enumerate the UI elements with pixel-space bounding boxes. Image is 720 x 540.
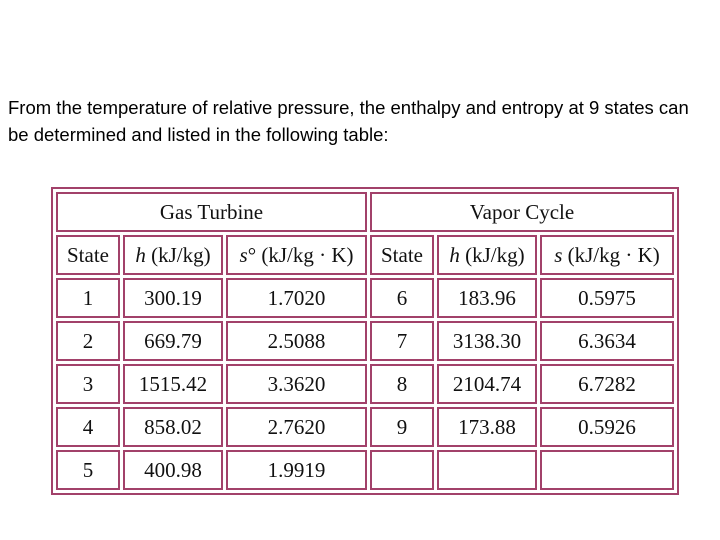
data-row: 4 858.02 2.7620 9 173.88 0.5926 [56, 407, 674, 447]
column-unit: (kJ/kg · K) [562, 242, 660, 267]
cell: 1.7020 [226, 278, 367, 318]
cell: 2104.74 [437, 364, 537, 404]
cell: 1.9919 [226, 450, 367, 490]
group-header: Gas Turbine [56, 192, 367, 232]
cell: 8 [370, 364, 434, 404]
cell: 173.88 [437, 407, 537, 447]
column-symbol: s [554, 242, 563, 267]
column-unit: ° (kJ/kg · K) [247, 242, 354, 267]
intro-text: From the temperature of relative pressur… [8, 97, 689, 145]
group-header: Vapor Cycle [370, 192, 674, 232]
cell: 300.19 [123, 278, 223, 318]
cell: 858.02 [123, 407, 223, 447]
group-row: Gas Turbine Vapor Cycle [56, 192, 674, 232]
cell: 2 [56, 321, 120, 361]
column-header: State [370, 235, 434, 275]
column-unit: (kJ/kg) [145, 242, 211, 267]
cell: 400.98 [123, 450, 223, 490]
cell [370, 450, 434, 490]
data-row: 5 400.98 1.9919 [56, 450, 674, 490]
column-unit: (kJ/kg) [459, 242, 525, 267]
cell: 669.79 [123, 321, 223, 361]
cell: 0.5926 [540, 407, 674, 447]
cell: 2.7620 [226, 407, 367, 447]
state-table: Gas Turbine Vapor Cycle State h (kJ/kg) s° (… [51, 187, 679, 495]
header-row: State h (kJ/kg) s° (kJ/kg · K) State h (kJ/k… [56, 235, 674, 275]
column-symbol: h [449, 242, 460, 267]
cell: 3 [56, 364, 120, 404]
cell: 3138.30 [437, 321, 537, 361]
column-header: s° (kJ/kg · K) [226, 235, 367, 275]
cell: 1515.42 [123, 364, 223, 404]
cell: 6 [370, 278, 434, 318]
column-symbol: h [135, 242, 146, 267]
cell: 5 [56, 450, 120, 490]
cell: 3.3620 [226, 364, 367, 404]
data-row: 1 300.19 1.7020 6 183.96 0.5975 [56, 278, 674, 318]
cell: 1 [56, 278, 120, 318]
column-header: State [56, 235, 120, 275]
cell: 7 [370, 321, 434, 361]
data-row: 2 669.79 2.5088 7 3138.30 6.3634 [56, 321, 674, 361]
cell [540, 450, 674, 490]
column-header: h (kJ/kg) [437, 235, 537, 275]
data-row: 3 1515.42 3.3620 8 2104.74 6.7282 [56, 364, 674, 404]
cell: 6.7282 [540, 364, 674, 404]
cell: 183.96 [437, 278, 537, 318]
column-header: s (kJ/kg · K) [540, 235, 674, 275]
column-header: h (kJ/kg) [123, 235, 223, 275]
column-symbol: s [239, 242, 248, 267]
column-symbol: State [381, 242, 423, 267]
cell: 6.3634 [540, 321, 674, 361]
cell: 9 [370, 407, 434, 447]
cell: 0.5975 [540, 278, 674, 318]
column-symbol: State [67, 242, 109, 267]
cell: 2.5088 [226, 321, 367, 361]
cell [437, 450, 537, 490]
cell: 4 [56, 407, 120, 447]
